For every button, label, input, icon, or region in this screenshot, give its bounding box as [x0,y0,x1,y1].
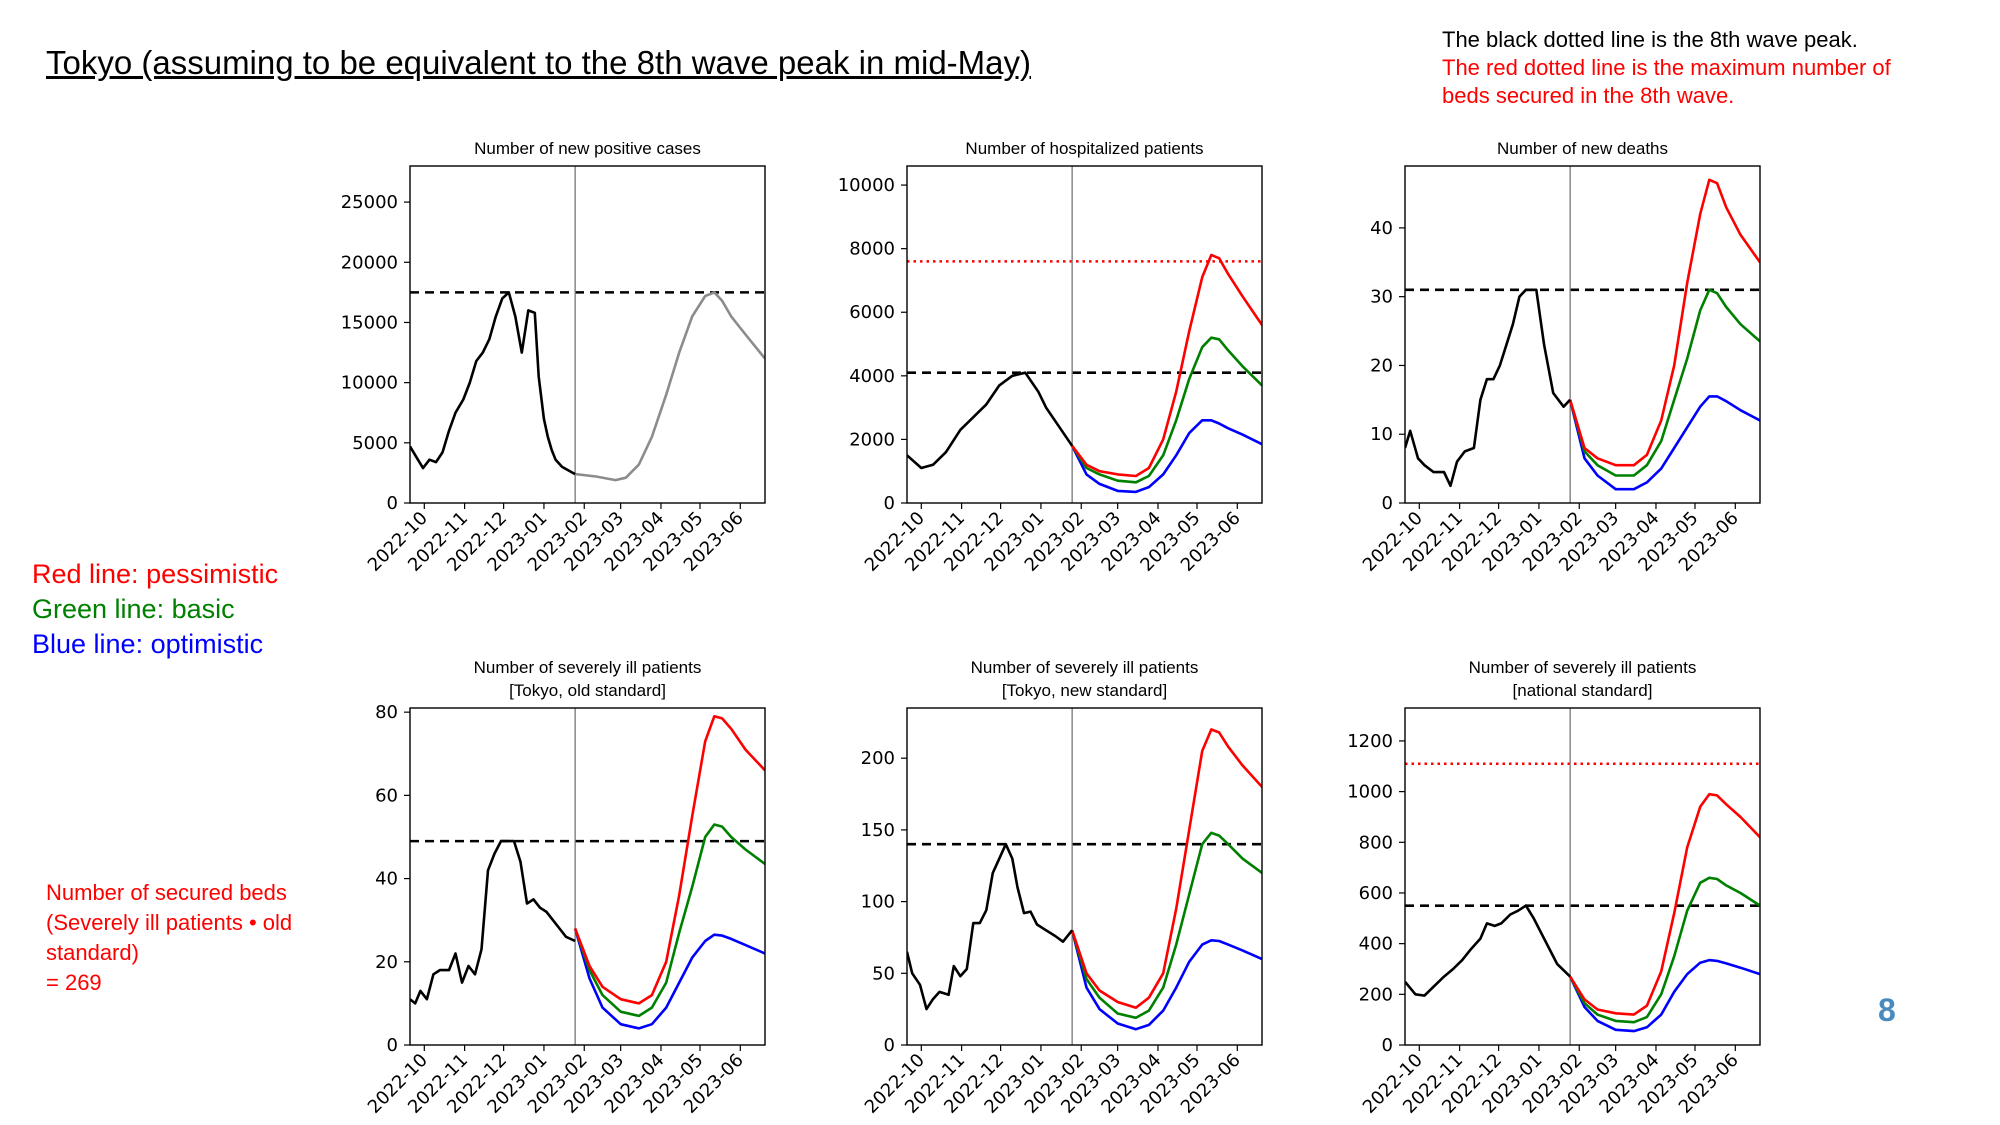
chart-title: Number of hospitalized patients [965,139,1203,158]
y-tick-label: 0 [387,493,398,514]
y-tick-label: 4000 [849,366,895,387]
y-tick-label: 200 [861,748,895,769]
basic-line [1568,288,1760,477]
y-tick-label: 10000 [341,373,398,394]
legend-basic: Green line: basic [32,594,235,624]
y-tick-label: 0 [884,493,895,514]
black-line-note: The black dotted line is the 8th wave pe… [1442,27,1858,52]
y-tick-label: 2000 [849,429,895,450]
y-tick-label: 30 [1370,287,1393,308]
page-number: 8 [1878,992,1896,1028]
y-tick-label: 40 [375,869,398,890]
red-line-note: The red dotted line is the maximum numbe… [1442,55,1891,108]
beds-note-line-3: standard) [46,940,139,965]
chart-2: Number of hospitalized patients 0 2000 4000… [838,139,1263,576]
chart-title: [national standard] [1513,681,1653,700]
plot-frame [906,707,1263,1046]
optimistic-line [1070,929,1262,1031]
chart-title: Number of severely ill patients [1469,658,1697,677]
y-tick-label: 800 [1359,832,1393,853]
y-tick-label: 20000 [341,252,398,273]
pessimistic-line [1569,792,1760,1016]
chart-title: [Tokyo, new standard] [1002,681,1167,700]
pessimistic-line [1070,728,1262,1010]
chart-6: Number of severely ill patients [national… [1347,658,1761,1118]
y-tick-label: 600 [1359,883,1393,904]
plot-frame [409,165,766,504]
basic-line [1568,876,1760,1024]
plot-area [410,166,765,503]
chart-3: Number of new deaths0102030402022-102022… [1359,139,1761,576]
y-tick-label: 0 [387,1035,398,1056]
chart-4: Number of severely ill patients [Tokyo, o… [364,658,766,1118]
legend-optimistic: Blue line: optimistic [32,629,264,659]
observed-line [1405,288,1572,488]
y-tick-label: 20 [1370,355,1393,376]
plot-area [907,166,1262,503]
observed-line [907,371,1074,470]
plot-area [907,708,1262,1045]
chart-title: Number of severely ill patients [474,658,702,677]
y-tick-label: 8000 [849,239,895,260]
y-tick-label: 80 [375,702,398,723]
y-tick-label: 5000 [352,433,398,454]
y-tick-label: 25000 [341,192,398,213]
scenario-legend: Red line: pessimistic Green line: basic … [32,557,278,662]
basic-line [1070,831,1262,1020]
observed-line [1405,904,1572,997]
basic-line [1071,336,1262,484]
plot-area [1405,708,1760,1045]
y-tick-label: 0 [1382,1035,1393,1056]
y-tick-label: 40 [1370,218,1393,239]
optimistic-line [573,928,765,1030]
beds-note-line-1: Number of secured beds [46,880,287,905]
beds-note-line-2: (Severely ill patients • old [46,910,293,935]
plot-frame [1404,707,1761,1046]
beds-note-line-4: = 269 [46,970,102,995]
secured-beds-note: Number of secured beds (Severely ill pat… [46,878,346,998]
optimistic-line [1568,395,1760,491]
plot-frame [409,707,766,1046]
legend-pessimistic: Red line: pessimistic [32,559,279,589]
y-tick-label: 1000 [1347,782,1393,803]
projection-line [574,291,765,482]
y-tick-label: 150 [861,820,895,841]
chart-title: [Tokyo, old standard] [509,681,666,700]
y-tick-label: 0 [884,1035,895,1056]
chart-title: Number of new deaths [1497,139,1668,158]
slide-title: Tokyo (assuming to be equivalent to the … [46,44,1032,81]
basic-line [573,823,765,1018]
pessimistic-line [573,714,765,1005]
plot-frame [906,165,1263,504]
observed-line [410,291,576,476]
chart-title: Number of new positive cases [474,139,701,158]
y-tick-label: 6000 [849,302,895,323]
plot-frame [1404,165,1761,504]
y-tick-label: 15000 [341,312,398,333]
y-tick-label: 1200 [1347,731,1393,752]
y-tick-label: 10 [1370,424,1393,445]
y-tick-label: 50 [872,963,895,984]
chart-title: Number of severely ill patients [971,658,1199,677]
y-tick-label: 100 [861,892,895,913]
observed-line [410,839,576,1005]
plot-area [410,708,765,1045]
chart-5: Number of severely ill patients [Tokyo, n… [861,658,1263,1118]
y-tick-label: 400 [1359,934,1393,955]
optimistic-line [1568,958,1760,1033]
pessimistic-line [1071,253,1262,478]
y-tick-label: 10000 [838,175,895,196]
y-tick-label: 200 [1359,984,1393,1005]
reference-line-notes: The black dotted line is the 8th wave pe… [1442,26,1942,110]
chart-1: Number of new positive cases 0 5000 10000 15… [341,139,766,576]
plot-area [1405,166,1760,503]
y-tick-label: 20 [375,952,398,973]
y-tick-label: 60 [375,785,398,806]
observed-line [907,842,1074,1011]
pessimistic-line [1568,178,1760,467]
y-tick-label: 0 [1382,493,1393,514]
optimistic-line [1070,418,1262,494]
